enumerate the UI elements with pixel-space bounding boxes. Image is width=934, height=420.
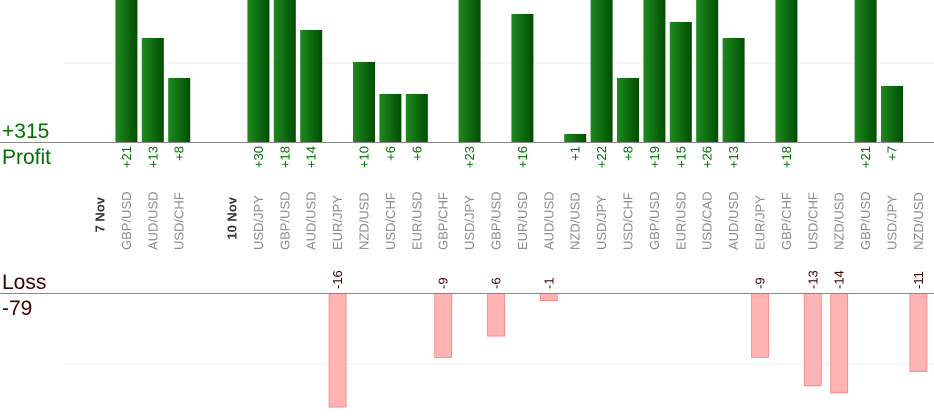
pair-label: NZD/USD	[832, 192, 847, 250]
profit-label: Profit	[2, 146, 51, 169]
profit-bar	[696, 0, 719, 142]
profit-value-label: +15	[673, 146, 688, 168]
profit-value-label: +13	[145, 146, 160, 168]
loss-bar	[539, 293, 558, 301]
pair-label: USD/CAD	[700, 191, 715, 250]
profit-bar	[854, 0, 877, 142]
pair-label: AUD/USD	[726, 191, 741, 250]
profit-value-label: +18	[277, 146, 292, 168]
pair-label: EUR/USD	[515, 191, 530, 250]
pair-label: USD/CHF	[621, 192, 636, 250]
profit-value-label: +8	[621, 146, 636, 161]
profit-bar	[379, 94, 402, 142]
pair-label: USD/JPY	[594, 195, 609, 250]
profit-value-label: +1	[568, 146, 583, 161]
profit-value-label: +23	[462, 146, 477, 168]
pair-label: NZD/USD	[568, 192, 583, 250]
pair-label: USD/JPY	[885, 195, 900, 250]
profit-bar	[141, 38, 164, 142]
profit-bar	[722, 38, 745, 142]
profit-value-label: +30	[251, 146, 266, 168]
pair-label: EUR/JPY	[330, 195, 345, 250]
pair-label: GBP/USD	[647, 191, 662, 250]
profit-value-label: +21	[119, 146, 134, 168]
profit-value-label: +19	[647, 146, 662, 168]
profit-bar	[168, 78, 191, 142]
profit-value-label: +6	[383, 146, 398, 161]
profit-bar	[643, 0, 666, 142]
loss-value-label: -9	[436, 277, 451, 289]
profit-bar	[617, 78, 639, 142]
profit-value-label: +7	[885, 146, 900, 161]
profit-bar	[564, 134, 587, 142]
profit-value-label: +10	[357, 146, 372, 168]
pair-label: GBP/USD	[858, 191, 873, 250]
pair-label: USD/CHF	[172, 192, 187, 250]
profit-value-label: +6	[409, 146, 424, 161]
profit-value-label: +16	[515, 146, 530, 168]
pair-label: EUR/JPY	[753, 195, 768, 250]
loss-value-label: -13	[805, 270, 820, 289]
loss-bar	[751, 293, 769, 358]
profit-value-label: +14	[304, 146, 319, 168]
profit-value-label: +22	[594, 146, 609, 168]
profit-bar	[775, 0, 798, 142]
loss-value-label: -9	[753, 277, 768, 289]
pair-label: USD/JPY	[251, 195, 266, 250]
pair-label: NZD/USD	[911, 192, 926, 250]
pair-label: USD/JPY	[462, 195, 477, 250]
loss-bar	[803, 293, 822, 387]
profit-bar	[511, 14, 534, 142]
profit-bar	[458, 0, 481, 142]
loss-total: -79	[2, 297, 32, 320]
profit-bar	[669, 22, 692, 142]
pair-label: GBP/USD	[489, 191, 504, 250]
loss-bar	[909, 293, 928, 372]
loss-bar	[328, 293, 347, 408]
pair-label: GBP/CHF	[779, 192, 794, 250]
profit-value-label: +18	[779, 146, 794, 168]
pair-label: EUR/USD	[673, 191, 688, 250]
loss-bar	[487, 293, 505, 337]
pair-label: AUD/USD	[145, 191, 160, 250]
profit-value-label: +21	[858, 146, 873, 168]
loss-label: Loss	[2, 271, 46, 294]
profit-bar	[590, 0, 613, 142]
profit-value-label: +26	[700, 146, 715, 168]
pair-label: AUD/USD	[304, 191, 319, 250]
pair-label: EUR/USD	[409, 191, 424, 250]
loss-value-label: -16	[330, 270, 345, 289]
loss-value-label: -6	[489, 277, 504, 289]
loss-value-label: -1	[541, 277, 556, 289]
pair-label: NZD/USD	[357, 192, 372, 250]
loss-bar	[434, 293, 453, 358]
date-label: 7 Nov	[93, 196, 108, 232]
profit-bar	[247, 0, 270, 142]
pair-label: GBP/USD	[277, 191, 292, 250]
pair-label: USD/CHF	[805, 192, 820, 250]
profit-value-label: +8	[172, 146, 187, 161]
profit-bar	[353, 62, 375, 142]
pair-label: AUD/USD	[541, 191, 556, 250]
profit-bar	[273, 0, 296, 142]
pair-label: GBP/USD	[119, 191, 134, 250]
profit-total: +315	[2, 120, 49, 143]
profit-bar	[300, 30, 323, 142]
pair-label: GBP/CHF	[436, 192, 451, 250]
loss-bar	[830, 293, 849, 394]
profit-bar	[881, 86, 903, 142]
loss-value-label: -11	[911, 271, 926, 289]
profit-bar	[405, 94, 428, 142]
loss-value-label: -14	[832, 270, 847, 289]
date-label: 10 Nov	[225, 196, 240, 239]
pair-label: USD/CHF	[383, 192, 398, 250]
profit-bar	[115, 0, 138, 142]
profit-value-label: +13	[726, 146, 741, 168]
